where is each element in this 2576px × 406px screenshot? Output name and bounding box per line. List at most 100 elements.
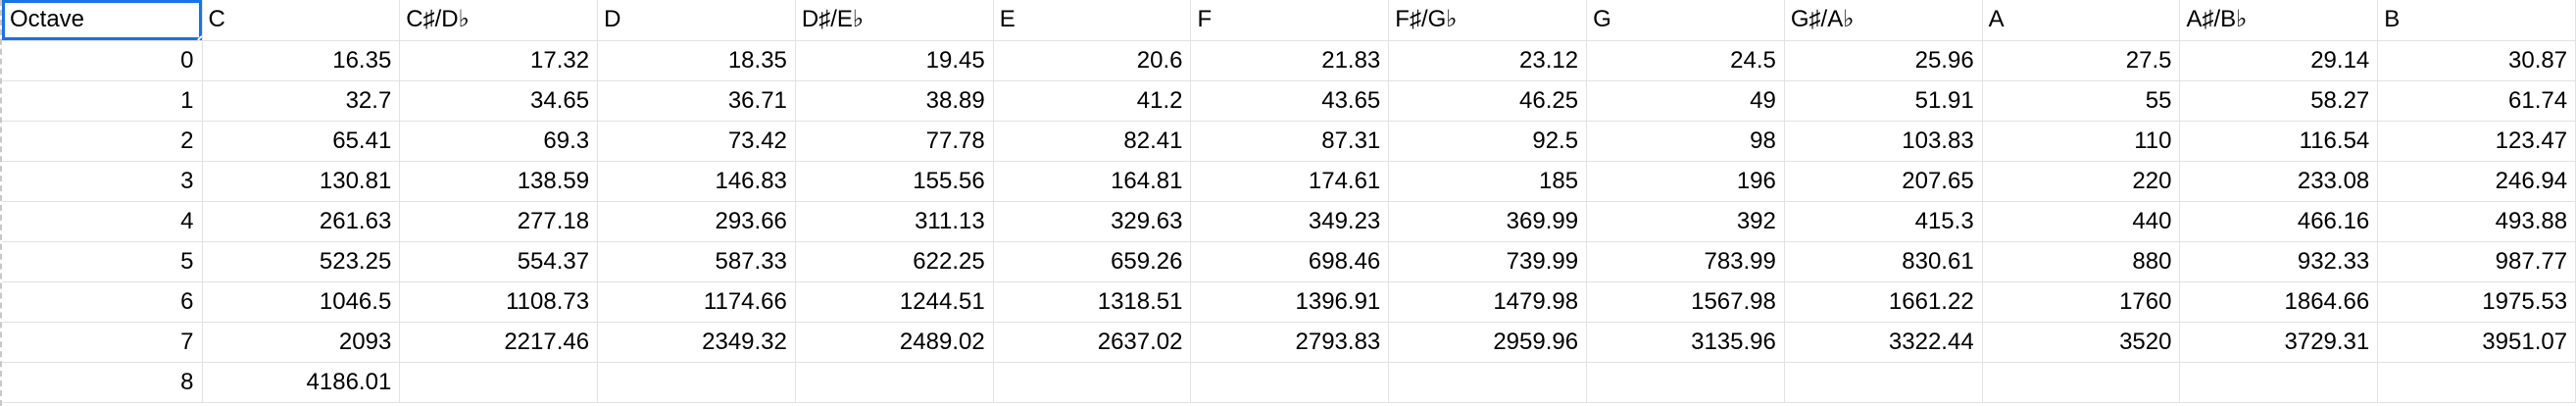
frequency-cell[interactable]: 32.7 (202, 80, 401, 122)
frequency-cell[interactable]: 41.2 (993, 80, 1192, 122)
frequency-cell[interactable]: 1046.5 (202, 281, 401, 323)
frequency-cell[interactable]: 17.32 (399, 40, 599, 81)
frequency-cell[interactable]: 51.91 (1784, 80, 1983, 122)
frequency-cell[interactable]: 24.5 (1586, 40, 1785, 81)
frequency-cell[interactable]: 932.33 (2179, 241, 2379, 282)
octave-cell[interactable]: 7 (2, 322, 203, 363)
frequency-cell[interactable]: 16.35 (202, 40, 401, 81)
frequency-cell[interactable]: 1108.73 (399, 281, 599, 323)
frequency-cell[interactable] (1586, 362, 1785, 403)
frequency-cell[interactable] (399, 362, 599, 403)
frequency-cell[interactable]: 3951.07 (2377, 322, 2576, 363)
octave-cell[interactable]: 3 (2, 161, 203, 202)
frequency-cell[interactable] (597, 362, 796, 403)
frequency-cell[interactable]: 3135.96 (1586, 322, 1785, 363)
frequency-cell[interactable]: 1244.51 (795, 281, 994, 323)
frequency-cell[interactable]: 246.94 (2377, 161, 2576, 202)
octave-cell[interactable]: 1 (2, 80, 203, 122)
frequency-cell[interactable]: 21.83 (1190, 40, 1390, 81)
frequency-cell[interactable]: 34.65 (399, 80, 599, 122)
frequency-cell[interactable]: 622.25 (795, 241, 994, 282)
column-header-cell[interactable]: D♯/E♭ (795, 0, 994, 41)
column-header-cell[interactable]: C (202, 0, 401, 41)
frequency-cell[interactable]: 659.26 (993, 241, 1192, 282)
octave-cell[interactable]: 2 (2, 121, 203, 162)
frequency-cell[interactable] (1388, 362, 1588, 403)
frequency-cell[interactable]: 164.81 (993, 161, 1192, 202)
frequency-cell[interactable]: 130.81 (202, 161, 401, 202)
frequency-cell[interactable]: 2793.83 (1190, 322, 1390, 363)
frequency-cell[interactable]: 523.25 (202, 241, 401, 282)
frequency-cell[interactable]: 1975.53 (2377, 281, 2576, 323)
frequency-cell[interactable]: 554.37 (399, 241, 599, 282)
frequency-cell[interactable]: 29.14 (2179, 40, 2379, 81)
frequency-cell[interactable]: 73.42 (597, 121, 796, 162)
column-header-cell[interactable]: F♯/G♭ (1388, 0, 1588, 41)
frequency-cell[interactable]: 25.96 (1784, 40, 1983, 81)
frequency-cell[interactable]: 69.3 (399, 121, 599, 162)
octave-cell[interactable]: 5 (2, 241, 203, 282)
frequency-cell[interactable]: 293.66 (597, 201, 796, 242)
frequency-cell[interactable]: 1318.51 (993, 281, 1192, 323)
column-header-cell[interactable]: A (1982, 0, 2181, 41)
frequency-cell[interactable]: 493.88 (2377, 201, 2576, 242)
frequency-cell[interactable]: 43.65 (1190, 80, 1390, 122)
column-header-cell[interactable]: G (1586, 0, 1785, 41)
frequency-cell[interactable]: 155.56 (795, 161, 994, 202)
frequency-cell[interactable]: 2217.46 (399, 322, 599, 363)
frequency-cell[interactable]: 2489.02 (795, 322, 994, 363)
frequency-cell[interactable]: 783.99 (1586, 241, 1785, 282)
frequency-cell[interactable]: 3729.31 (2179, 322, 2379, 363)
frequency-cell[interactable]: 98 (1586, 121, 1785, 162)
octave-cell[interactable]: 4 (2, 201, 203, 242)
frequency-cell[interactable]: 2093 (202, 322, 401, 363)
frequency-cell[interactable]: 1396.91 (1190, 281, 1390, 323)
frequency-cell[interactable]: 61.74 (2377, 80, 2576, 122)
frequency-cell[interactable]: 196 (1586, 161, 1785, 202)
frequency-cell[interactable]: 2959.96 (1388, 322, 1588, 363)
frequency-cell[interactable]: 46.25 (1388, 80, 1588, 122)
frequency-cell[interactable]: 3520 (1982, 322, 2181, 363)
frequency-cell[interactable]: 1567.98 (1586, 281, 1785, 323)
frequency-cell[interactable]: 1479.98 (1388, 281, 1588, 323)
frequency-cell[interactable]: 27.5 (1982, 40, 2181, 81)
frequency-cell[interactable] (1982, 362, 2181, 403)
frequency-cell[interactable]: 146.83 (597, 161, 796, 202)
frequency-cell[interactable]: 82.41 (993, 121, 1192, 162)
column-header-cell[interactable]: C♯/D♭ (399, 0, 599, 41)
frequency-cell[interactable]: 1661.22 (1784, 281, 1983, 323)
frequency-cell[interactable]: 261.63 (202, 201, 401, 242)
frequency-cell[interactable]: 19.45 (795, 40, 994, 81)
column-header-cell[interactable]: G♯/A♭ (1784, 0, 1983, 41)
octave-cell[interactable]: 0 (2, 40, 203, 81)
frequency-cell[interactable]: 174.61 (1190, 161, 1390, 202)
column-header-cell[interactable]: E (993, 0, 1192, 41)
frequency-cell[interactable]: 138.59 (399, 161, 599, 202)
frequency-cell[interactable]: 123.47 (2377, 121, 2576, 162)
frequency-cell[interactable]: 587.33 (597, 241, 796, 282)
frequency-cell[interactable]: 392 (1586, 201, 1785, 242)
frequency-cell[interactable]: 65.41 (202, 121, 401, 162)
frequency-cell[interactable]: 311.13 (795, 201, 994, 242)
frequency-cell[interactable]: 415.3 (1784, 201, 1983, 242)
octave-cell[interactable]: 8 (2, 362, 203, 403)
frequency-cell[interactable]: 233.08 (2179, 161, 2379, 202)
frequency-cell[interactable]: 116.54 (2179, 121, 2379, 162)
frequency-cell[interactable]: 220 (1982, 161, 2181, 202)
frequency-cell[interactable]: 698.46 (1190, 241, 1390, 282)
column-header-cell[interactable]: B (2377, 0, 2576, 41)
frequency-cell[interactable]: 987.77 (2377, 241, 2576, 282)
frequency-cell[interactable] (2179, 362, 2379, 403)
frequency-cell[interactable]: 329.63 (993, 201, 1192, 242)
frequency-cell[interactable]: 2349.32 (597, 322, 796, 363)
frequency-cell[interactable]: 92.5 (1388, 121, 1588, 162)
frequency-cell[interactable]: 103.83 (1784, 121, 1983, 162)
frequency-cell[interactable]: 38.89 (795, 80, 994, 122)
frequency-cell[interactable]: 2637.02 (993, 322, 1192, 363)
frequency-cell[interactable]: 880 (1982, 241, 2181, 282)
frequency-cell[interactable] (795, 362, 994, 403)
frequency-cell[interactable]: 18.35 (597, 40, 796, 81)
frequency-cell[interactable] (1784, 362, 1983, 403)
frequency-cell[interactable] (993, 362, 1192, 403)
frequency-cell[interactable]: 58.27 (2179, 80, 2379, 122)
